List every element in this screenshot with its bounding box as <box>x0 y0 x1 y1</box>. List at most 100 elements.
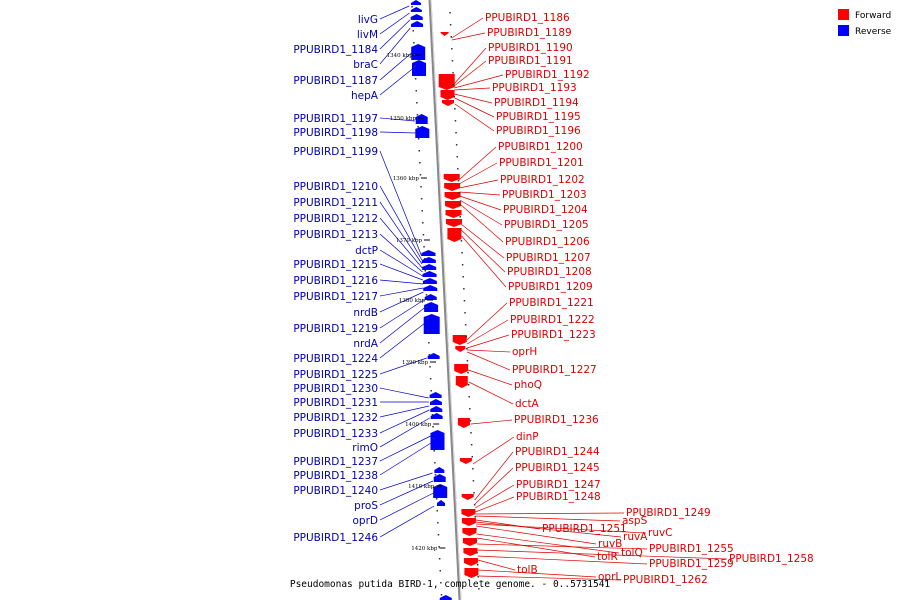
reverse-gene-label: rimO <box>352 442 378 454</box>
forward-gene <box>440 90 455 100</box>
scale-tick-label: 1410 kbp <box>408 484 435 490</box>
forward-gene-label: dctA <box>515 398 540 410</box>
forward-leader-line <box>478 575 622 581</box>
forward-gene-label: PPUBIRD1_1191 <box>488 55 573 67</box>
forward-gene-label: PPUBIRD1_1245 <box>515 462 600 474</box>
forward-gene-label: ruvA <box>623 531 648 543</box>
forward-gene <box>445 201 462 209</box>
forward-gene <box>454 364 469 374</box>
forward-gene <box>462 528 477 536</box>
forward-gene-label: PPUBIRD1_1251 <box>542 523 627 535</box>
strand-dot <box>473 504 476 506</box>
strand-dot <box>412 30 414 32</box>
strand-dot <box>467 384 470 386</box>
forward-gene-label: PPUBIRD1_1192 <box>505 69 590 81</box>
forward-leader-line <box>475 484 515 509</box>
forward-leader-line <box>475 523 647 534</box>
reverse-leader-line <box>379 492 434 521</box>
forward-gene <box>463 558 478 566</box>
forward-leader-line <box>459 195 502 211</box>
forward-gene-label: PPUBIRD1_1190 <box>488 42 573 54</box>
forward-leader-line <box>478 569 597 578</box>
reverse-leader-line <box>379 417 430 448</box>
scale-tick-label: 1350 kbp <box>390 116 417 122</box>
reverse-leader-line <box>379 52 412 81</box>
strand-dot <box>420 198 423 200</box>
reverse-gene-label: PPUBIRD1_1210 <box>293 181 378 193</box>
forward-gene <box>444 183 461 191</box>
forward-leader-line <box>454 97 495 118</box>
forward-leader-line <box>470 419 513 425</box>
forward-leader-line <box>454 103 495 132</box>
reverse-gene <box>421 257 436 263</box>
strand-dot <box>427 330 429 332</box>
forward-leader-line <box>461 235 507 288</box>
forward-leader-line <box>476 533 620 554</box>
forward-gene-label: PPUBIRD1_1195 <box>496 111 581 123</box>
forward-leader-line <box>454 74 504 89</box>
reverse-leader-line <box>379 279 424 285</box>
gene-labels: livG livM PPUBIRD1_1184 braC PPUBIRD1_1187he… <box>293 12 813 586</box>
forward-gene-label: ruvC <box>648 527 673 539</box>
reverse-gene <box>422 264 437 270</box>
strand-dot <box>454 120 457 122</box>
reverse-gene <box>410 14 423 20</box>
reverse-gene <box>429 392 442 398</box>
scale-tick-label: 1340 kbp <box>387 53 414 59</box>
strand-dot <box>422 222 424 224</box>
forward-gene <box>452 335 467 345</box>
strand-dot <box>456 156 458 158</box>
strand-dot <box>419 162 421 164</box>
reverse-leader-line <box>379 307 425 344</box>
strand-dot <box>440 582 442 584</box>
reverse-leader-line <box>379 131 416 134</box>
forward-gene-label: PPUBIRD1_1247 <box>516 479 601 491</box>
strand-dot <box>453 96 455 98</box>
forward-leader-line <box>468 369 513 386</box>
reverse-leader-line <box>379 387 429 399</box>
strand-dot <box>472 468 474 470</box>
strand-dot <box>420 186 422 188</box>
forward-gene-label: PPUBIRD1_1186 <box>485 12 570 24</box>
reverse-gene-label: PPUBIRD1_1198 <box>293 127 378 139</box>
forward-leader-line <box>477 559 516 571</box>
reverse-gene-label: nrdB <box>353 307 378 319</box>
strand-dot <box>431 414 434 416</box>
reverse-leader-line <box>379 12 410 35</box>
reverse-leader-line <box>379 299 425 329</box>
strand-dot <box>413 54 416 56</box>
strand-dot <box>458 204 461 206</box>
forward-gene-label: PPUBIRD1_1200 <box>498 141 583 153</box>
forward-gene <box>455 376 468 388</box>
forward-leader-line <box>475 512 625 515</box>
strand-dot <box>436 510 438 512</box>
reverse-gene <box>430 430 445 450</box>
forward-gene-label: oprL <box>598 571 621 583</box>
legend-swatch-forward <box>838 9 849 20</box>
forward-leader-line <box>472 436 515 465</box>
reverse-gene-label: dctP <box>355 245 378 257</box>
legend-swatch-reverse <box>838 25 849 36</box>
forward-gene-label: aspS <box>622 515 648 527</box>
reverse-leader-line <box>379 19 411 50</box>
forward-gene <box>447 228 462 242</box>
strand-dot <box>468 396 470 398</box>
reverse-leader-line <box>379 287 424 297</box>
reverse-gene-label: braC <box>353 59 378 71</box>
reverse-gene <box>422 271 437 277</box>
forward-gene-label: PPUBIRD1_1207 <box>506 252 591 264</box>
forward-gene <box>461 518 476 526</box>
strand-dot <box>455 144 458 146</box>
reverse-gene-label: PPUBIRD1_1232 <box>293 412 378 424</box>
reverse-gene <box>424 294 437 300</box>
reverse-gene-label: PPUBIRD1_1240 <box>293 485 378 497</box>
forward-leader-line <box>474 467 514 505</box>
forward-leader-line <box>461 229 506 273</box>
strand-dot <box>461 264 464 266</box>
strand-dot <box>431 402 433 404</box>
forward-leader-line <box>475 515 621 522</box>
reverse-gene <box>430 406 443 412</box>
forward-leader-line <box>459 179 499 189</box>
forward-leader-line <box>460 223 505 259</box>
strand-dot <box>467 372 469 374</box>
